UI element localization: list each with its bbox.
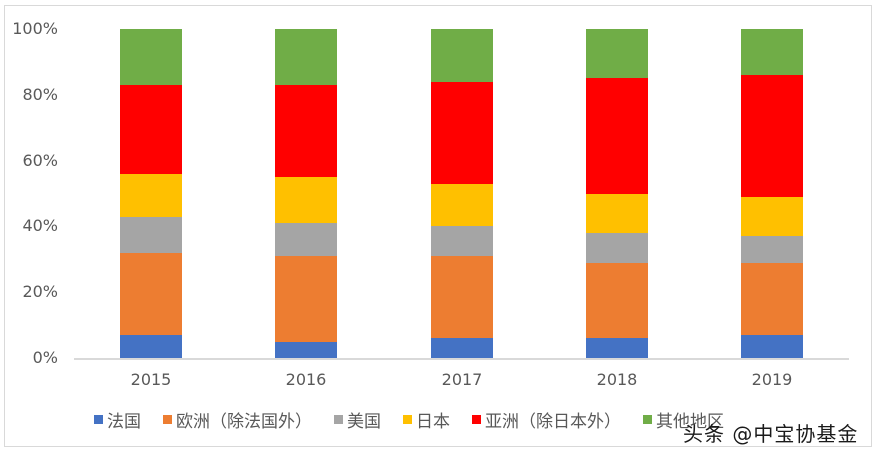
- bar-segment: [741, 262, 803, 335]
- y-tick-label: 100%: [12, 19, 58, 38]
- bar-segment: [431, 29, 493, 82]
- bar-2017: [431, 29, 493, 358]
- bar-segment: [120, 29, 182, 85]
- legend-label: 法国: [107, 411, 141, 432]
- y-tick-label: 0%: [32, 348, 58, 367]
- y-tick-label: 80%: [22, 84, 58, 104]
- watermark: 头条 @中宝协基金: [683, 422, 859, 446]
- bar-segment: [586, 29, 648, 79]
- y-tick-label: 60%: [22, 150, 58, 170]
- bar-segment: [431, 226, 493, 257]
- legend-label: 欧洲（除法国外）: [176, 411, 312, 432]
- legend: 法国 欧洲（除法国外） 美国 日本 亚洲（除日本外） 其他地区: [94, 407, 746, 432]
- bar-segment: [741, 29, 803, 76]
- bar-segment: [120, 173, 182, 217]
- legend-item: 美国: [334, 407, 381, 432]
- bar-segment: [741, 334, 803, 358]
- bar-segment: [275, 177, 337, 224]
- bar-segment: [586, 338, 648, 358]
- x-axis-line: [74, 358, 849, 360]
- bar-segment: [586, 78, 648, 194]
- legend-label: 日本: [416, 411, 450, 432]
- bar-2016: [275, 29, 337, 358]
- bar-segment: [431, 256, 493, 339]
- x-tick-label: 2017: [441, 370, 483, 389]
- legend-item: 法国: [94, 407, 141, 432]
- x-tick-label: 2018: [596, 370, 638, 389]
- bar-segment: [741, 196, 803, 237]
- bar-segment: [120, 334, 182, 358]
- bar-segment: [275, 29, 337, 85]
- bar-segment: [275, 256, 337, 342]
- bar-segment: [275, 223, 337, 257]
- legend-swatch-icon: [163, 414, 172, 424]
- legend-item: 日本: [403, 407, 450, 432]
- bar-segment: [431, 183, 493, 227]
- legend-label: 美国: [347, 411, 381, 432]
- bar-segment: [741, 236, 803, 263]
- legend-swatch-icon: [94, 414, 103, 424]
- bar-segment: [120, 216, 182, 253]
- x-tick-label: 2015: [130, 370, 172, 389]
- legend-item: 其他地区: [643, 407, 724, 432]
- x-tick-label: 2016: [285, 370, 327, 389]
- bar-segment: [275, 84, 337, 178]
- legend-label: 其他地区: [656, 411, 724, 432]
- legend-swatch-icon: [334, 414, 343, 424]
- bar-2015: [120, 29, 182, 358]
- legend-label: 亚洲（除日本外）: [485, 411, 621, 432]
- bar-segment: [120, 84, 182, 174]
- bar-2018: [586, 29, 648, 358]
- bar-segment: [120, 252, 182, 335]
- bar-segment: [275, 341, 337, 358]
- y-tick-label: 40%: [22, 216, 58, 236]
- bar-segment: [431, 338, 493, 358]
- bar-segment: [431, 81, 493, 184]
- bar-segment: [586, 262, 648, 339]
- legend-swatch-icon: [472, 414, 481, 424]
- bar-segment: [741, 75, 803, 197]
- x-tick-label: 2019: [751, 370, 793, 389]
- legend-swatch-icon: [643, 414, 652, 424]
- bar-2019: [741, 29, 803, 358]
- legend-swatch-icon: [403, 414, 412, 424]
- bar-segment: [586, 232, 648, 263]
- legend-item: 亚洲（除日本外）: [472, 407, 621, 432]
- legend-item: 欧洲（除法国外）: [163, 407, 312, 432]
- bar-segment: [586, 193, 648, 233]
- y-tick-label: 20%: [22, 282, 58, 302]
